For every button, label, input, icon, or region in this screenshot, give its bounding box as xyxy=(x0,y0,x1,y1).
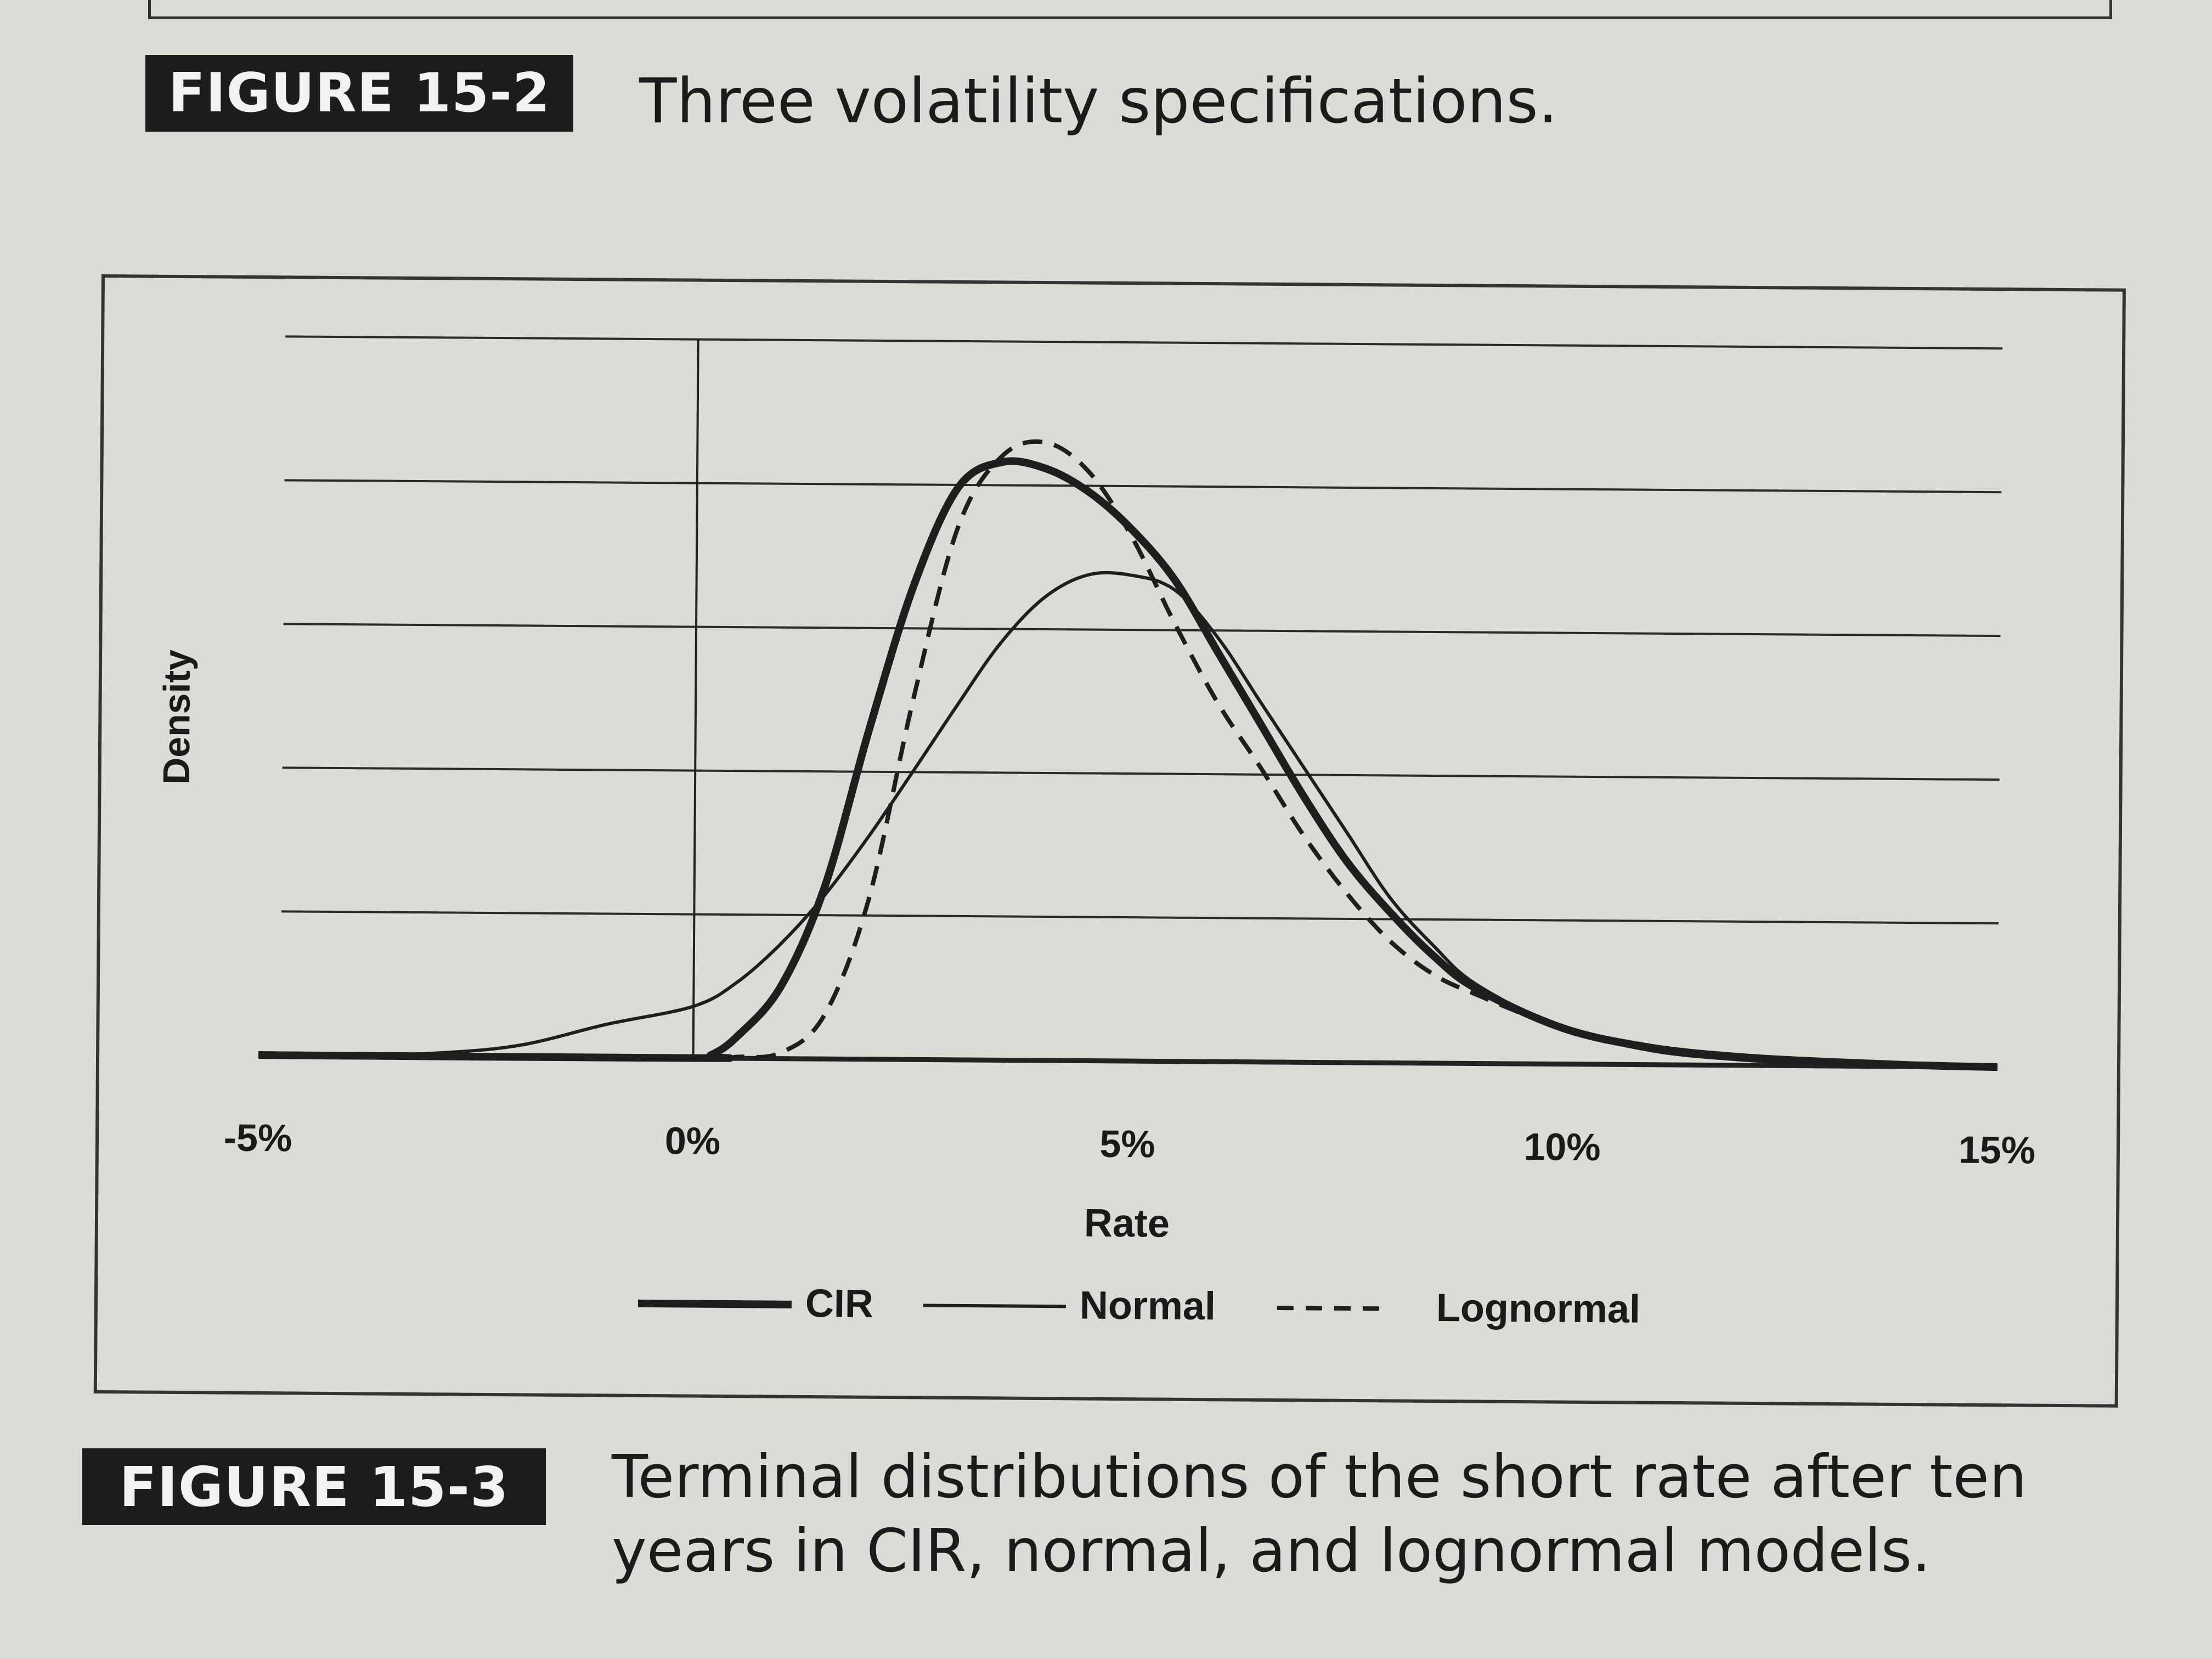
legend-swatch-normal xyxy=(923,1304,1066,1308)
x-tick-label: 15% xyxy=(1959,1128,2036,1172)
gridline xyxy=(283,623,2001,637)
series-lines xyxy=(258,439,1998,1071)
grid-lines xyxy=(258,335,2003,1070)
figure-label-bottom: FIGURE 15-3 xyxy=(82,1448,546,1525)
figure-caption-bottom-line1: Terminal distributions of the short rate… xyxy=(612,1443,2027,1511)
previous-figure-border xyxy=(148,0,2112,19)
x-tick-label: 5% xyxy=(1099,1122,1155,1166)
gridline xyxy=(284,479,2002,494)
legend-label-normal: Normal xyxy=(1080,1283,1216,1328)
zero-vertical-axis xyxy=(692,339,699,1058)
gridline xyxy=(285,335,2003,350)
x-tick-labels: -5% 0% 5% 10% 15% xyxy=(224,1116,2036,1172)
series-line-cir xyxy=(258,457,1998,1071)
figure-caption-top: Three volatility specifications. xyxy=(639,66,1558,137)
y-axis-label: Density xyxy=(156,650,199,785)
gridline xyxy=(282,766,2000,781)
density-chart: -5% 0% 5% 10% 15% Rate Density CIR Normal Logn… xyxy=(156,335,2036,1331)
legend-label-lognormal: Lognormal xyxy=(1436,1286,1641,1331)
figure-caption-bottom-line2: years in CIR, normal, and lognormal mode… xyxy=(612,1517,1931,1585)
legend-swatch-cir xyxy=(637,1299,792,1308)
legend-label-cir: CIR xyxy=(805,1282,874,1326)
legend: CIR Normal Lognormal xyxy=(637,1282,1641,1331)
series-line-normal xyxy=(258,571,1998,1069)
figure-label-top: FIGURE 15-2 xyxy=(145,55,573,132)
x-axis-label: Rate xyxy=(1084,1201,1170,1246)
series-line-lognormal xyxy=(258,439,1998,1070)
chart-frame: -5% 0% 5% 10% 15% Rate Density CIR Normal Logn… xyxy=(93,274,2126,1408)
figure-caption-bottom: Terminal distributions of the short rate… xyxy=(612,1440,2148,1588)
gridline xyxy=(281,910,1999,925)
x-tick-label: 0% xyxy=(665,1119,721,1163)
x-tick-label: -5% xyxy=(224,1116,292,1160)
x-tick-label: 10% xyxy=(1523,1125,1601,1169)
